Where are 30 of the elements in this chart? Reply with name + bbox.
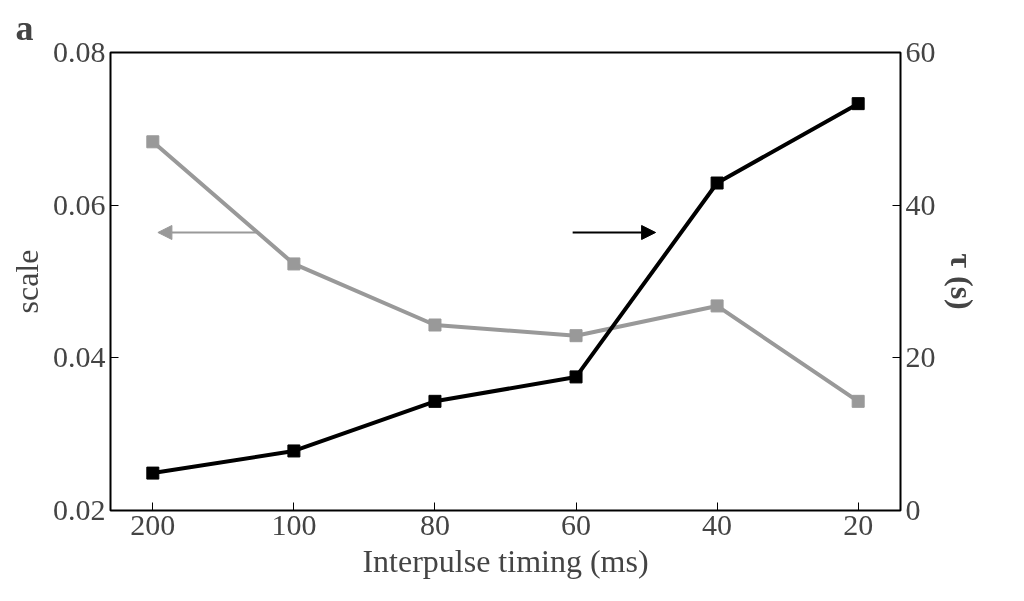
text: a <box>15 7 34 48</box>
point <box>569 329 583 343</box>
point <box>710 176 724 190</box>
point <box>851 394 865 408</box>
y2-tick-label: 20 <box>905 340 936 374</box>
y2-tick-label: 0 <box>905 493 921 526</box>
point <box>710 299 724 313</box>
point <box>287 257 301 271</box>
y2-tick-label: 40 <box>905 187 936 221</box>
y-tick-label: 0.06 <box>53 187 106 221</box>
point <box>146 466 160 480</box>
x-tick-label: 200 <box>130 507 176 541</box>
y-axis-title: scale <box>9 249 45 314</box>
point <box>428 394 442 408</box>
point <box>428 318 442 332</box>
y2-axis-title: τ (s) <box>943 253 980 310</box>
x-tick-label: 20 <box>843 507 874 541</box>
x-tick-label: 60 <box>561 507 592 541</box>
point <box>146 135 160 149</box>
point <box>287 444 301 458</box>
point <box>851 97 865 111</box>
y-tick-label: 0.02 <box>53 493 106 526</box>
y2-tick-label: 60 <box>905 35 936 68</box>
x-tick-label: 80 <box>419 507 450 541</box>
x-axis-title: Interpulse timing (ms) <box>362 542 649 579</box>
y-tick-label: 0.04 <box>53 340 106 374</box>
y-tick-label: 0.08 <box>53 35 106 68</box>
x-tick-label: 40 <box>702 507 733 541</box>
x-tick-label: 100 <box>271 507 317 541</box>
point <box>569 370 583 384</box>
